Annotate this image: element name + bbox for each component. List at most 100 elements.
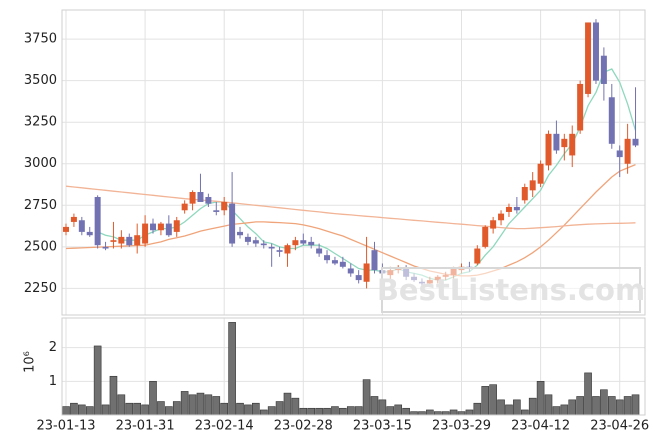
y-tick-label: 2750 xyxy=(24,198,57,213)
candle-body xyxy=(252,240,259,244)
volume-bar xyxy=(180,391,189,416)
candle-body xyxy=(529,180,536,191)
volume-bar xyxy=(220,402,228,416)
watermark: BestListens.com xyxy=(377,273,645,307)
volume-bar xyxy=(505,404,513,416)
candle-body xyxy=(513,206,520,211)
volume-bar xyxy=(109,375,118,416)
volume-bar xyxy=(544,394,553,416)
volume-frame xyxy=(61,317,646,416)
volume-bar xyxy=(457,411,466,416)
candle-body xyxy=(324,255,331,261)
volume-bar xyxy=(354,406,363,416)
candle-body xyxy=(592,22,599,81)
volume-bar xyxy=(386,406,395,416)
candle-body xyxy=(276,250,283,252)
moving-average-line xyxy=(65,185,636,230)
y-tick-label: 3250 xyxy=(24,115,57,130)
x-tick-label: 23-01-31 xyxy=(116,419,175,434)
candle-body xyxy=(482,226,489,247)
volume-bar xyxy=(592,396,600,416)
candle-body xyxy=(237,231,244,236)
volume-bar xyxy=(402,407,410,416)
candle-body xyxy=(221,201,228,211)
candle-body xyxy=(78,220,85,232)
volume-bar xyxy=(157,401,165,416)
volume-bar xyxy=(62,406,70,416)
volume-bar xyxy=(212,396,221,416)
volume-axis-label: 10⁶ xyxy=(23,351,38,373)
volume-bar xyxy=(362,379,371,416)
candle-body xyxy=(490,220,497,229)
volume-bar xyxy=(433,411,442,416)
volume-bar xyxy=(133,402,141,416)
candle-body xyxy=(244,236,251,242)
candle-body xyxy=(126,236,133,246)
x-tick-label: 23-04-12 xyxy=(511,419,570,434)
volume-bar xyxy=(172,401,181,416)
volume-bar xyxy=(370,396,379,416)
volume-bar xyxy=(165,406,173,416)
volume-bar xyxy=(323,407,331,416)
candle-body xyxy=(371,250,378,271)
candle-body xyxy=(569,133,576,156)
candle-body xyxy=(561,138,568,148)
candle-body xyxy=(331,260,338,264)
volume-bar xyxy=(584,372,592,416)
volume-bar xyxy=(568,399,577,416)
candle-body xyxy=(577,83,584,131)
candle-body xyxy=(545,133,552,166)
candle-body xyxy=(94,196,101,246)
candle-body xyxy=(632,138,639,146)
candle-body xyxy=(292,240,299,246)
volume-bar xyxy=(473,402,482,416)
x-tick-label: 23-02-14 xyxy=(195,419,254,434)
candle-body xyxy=(118,236,125,244)
volume-bar xyxy=(481,386,490,416)
volume-bar xyxy=(101,404,110,416)
price-frame xyxy=(61,9,646,316)
candle-body xyxy=(537,163,544,184)
volume-bar xyxy=(283,392,292,416)
volume-bar xyxy=(93,345,102,416)
volume-bar xyxy=(259,409,268,416)
candle-body xyxy=(474,248,481,264)
candle-body xyxy=(521,187,528,201)
volume-bar xyxy=(291,397,300,416)
candle-body xyxy=(102,246,109,249)
volume-bar xyxy=(465,409,474,416)
volume-bar xyxy=(497,399,505,416)
candle-body xyxy=(213,210,220,212)
volume-bar xyxy=(70,402,78,416)
x-tick-label: 23-04-26 xyxy=(590,419,649,434)
volume-bar xyxy=(228,322,236,416)
candle-body xyxy=(142,223,149,244)
volume-bar xyxy=(85,406,94,416)
x-tick-label: 23-01-13 xyxy=(36,419,95,434)
candle-body xyxy=(316,248,323,254)
volume-bar xyxy=(204,394,213,416)
volume-bar xyxy=(631,394,640,416)
y-tick-label: 3000 xyxy=(24,156,57,171)
volume-bar xyxy=(307,407,316,416)
volume-bar xyxy=(236,402,244,416)
candle-body xyxy=(585,22,592,94)
watermark-box xyxy=(381,267,641,313)
candle-body xyxy=(600,55,607,84)
candle-body xyxy=(339,261,346,267)
candle-body xyxy=(173,220,180,232)
volume-bar xyxy=(188,394,197,416)
volume-bar xyxy=(339,407,347,416)
volume-bar xyxy=(426,409,434,416)
volume-tick-label: 2 xyxy=(49,340,57,355)
candle-body xyxy=(110,240,117,242)
volume-bar xyxy=(615,399,624,416)
candle-body xyxy=(205,196,212,204)
volume-bar xyxy=(394,404,403,416)
x-tick-label: 23-03-29 xyxy=(432,419,491,434)
y-tick-label: 2250 xyxy=(24,281,57,296)
volume-bar xyxy=(252,402,260,416)
candle-body xyxy=(308,241,315,246)
